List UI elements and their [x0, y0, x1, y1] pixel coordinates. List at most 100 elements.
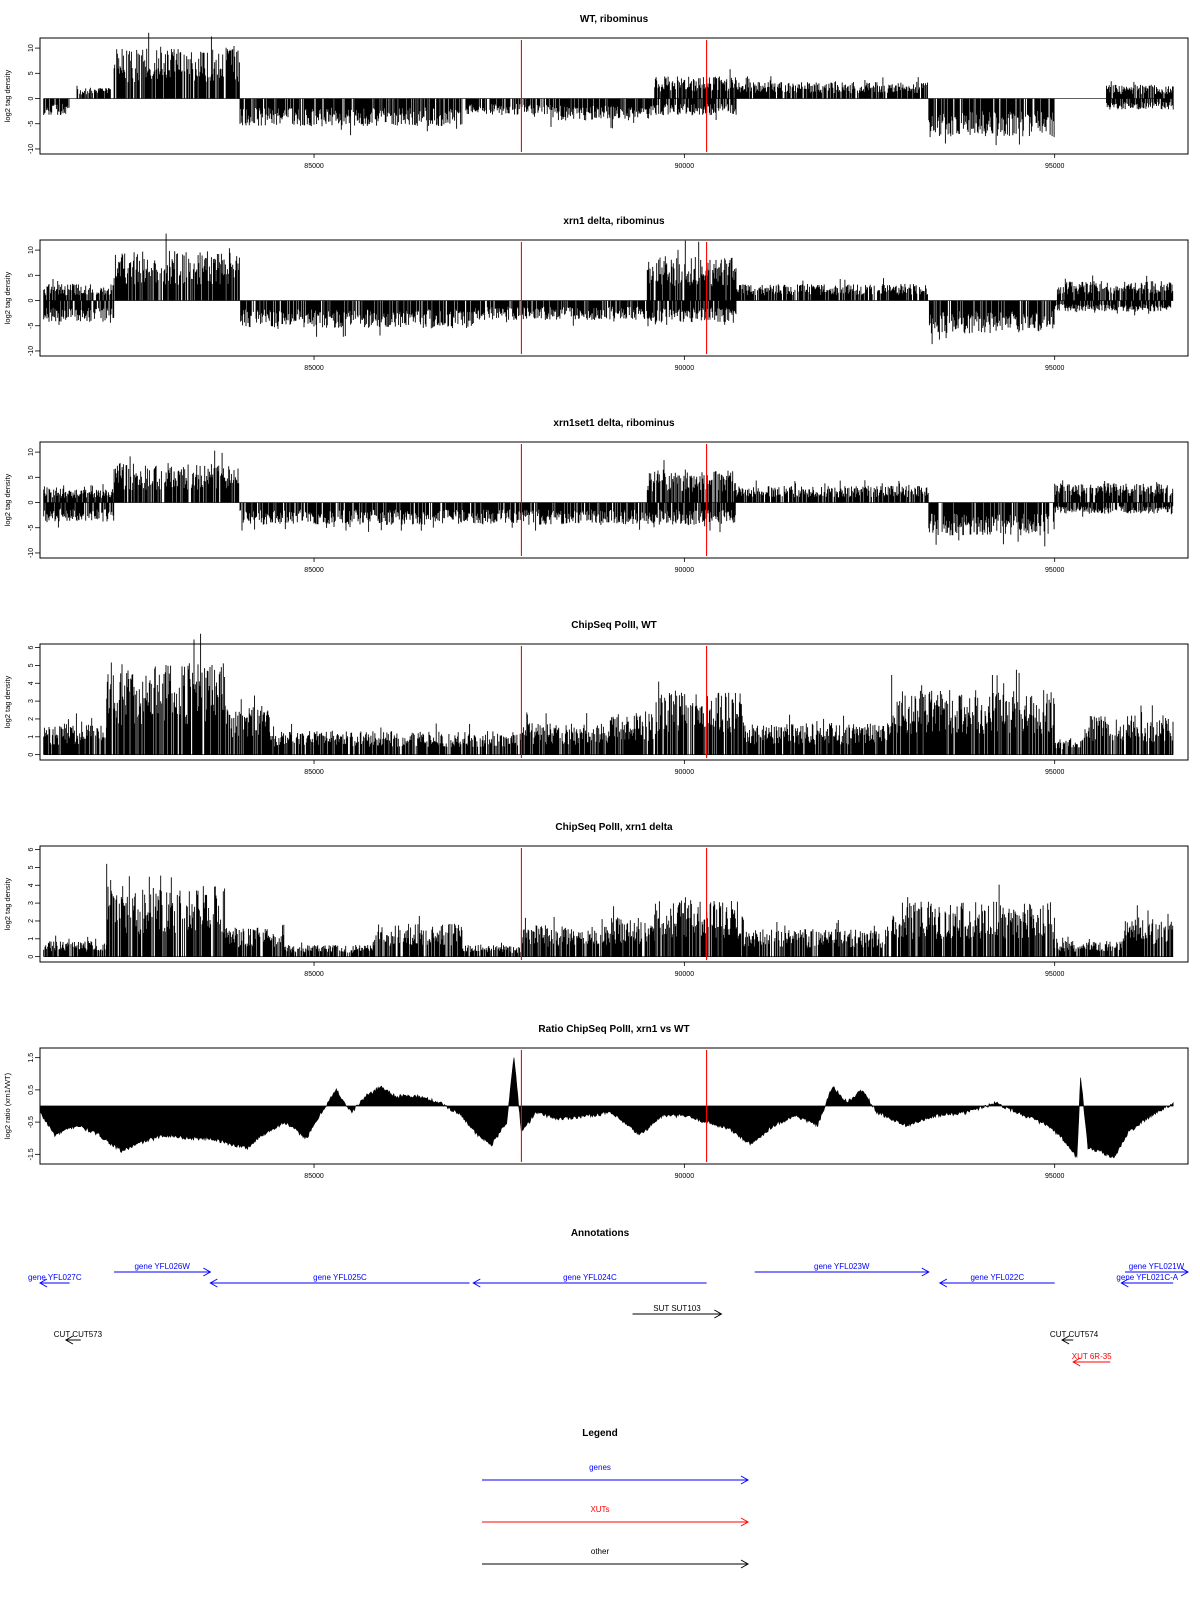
- y-tick-label: 5: [28, 475, 35, 479]
- y-tick-label: 10: [28, 44, 35, 52]
- y-tick-label: 0.5: [28, 1085, 35, 1095]
- x-tick-label: 90000: [675, 365, 695, 372]
- arrow-head: [714, 1309, 723, 1319]
- feature-label: gene YFL027C: [28, 1273, 82, 1282]
- y-tick-label: 6: [28, 848, 35, 852]
- chart-panel-1: WT, ribominus log2 tag density 10 5 0 -5 -10 85…: [3, 14, 1189, 170]
- legend-arrow-head: [740, 1559, 750, 1569]
- legend-panel: Legend genes XUTs other: [482, 1428, 750, 1569]
- signal-bars: [43, 32, 1174, 146]
- x-tick-label: 85000: [304, 567, 324, 574]
- annotations-panel: Annotations gene YFL027C gene YFL026W gene …: [28, 1228, 1190, 1367]
- x-tick-label: 85000: [304, 163, 324, 170]
- feature-label: CUT CUT574: [1050, 1330, 1099, 1339]
- feature-label: gene YFL023W: [814, 1262, 870, 1271]
- arrow-head: [38, 1278, 48, 1288]
- x-tick-label: 95000: [1045, 1173, 1065, 1180]
- feature-label: CUT CUT573: [54, 1330, 103, 1339]
- y-tick-label: 10: [28, 448, 35, 456]
- signal-bars: [43, 233, 1174, 345]
- arrow-head: [938, 1278, 948, 1288]
- y-tick-label: -1.5: [28, 1148, 35, 1160]
- y-tick-label: 10: [28, 246, 35, 254]
- y-tick-label: 1.5: [28, 1053, 35, 1063]
- y-tick-label: 5: [28, 663, 35, 667]
- arrow-head: [64, 1335, 74, 1345]
- chart-panel-4: ChipSeq PolII, WT log2 tag density 0 1 2 3 4 5 6…: [3, 620, 1189, 776]
- y-tick-label: 2: [28, 919, 35, 923]
- y-tick-label: -10: [28, 346, 35, 356]
- legend-label: XUTs: [590, 1505, 609, 1514]
- x-tick-label: 95000: [1045, 163, 1065, 170]
- x-tick-label: 95000: [1045, 769, 1065, 776]
- x-tick-label: 95000: [1045, 567, 1065, 574]
- y-tick-label: -0.5: [28, 1116, 35, 1128]
- arrow-head: [203, 1267, 212, 1277]
- x-tick-label: 95000: [1045, 365, 1065, 372]
- chart-panel-6: Ratio ChipSeq PolII, xrn1 vs WT log2 rati…: [3, 1024, 1189, 1180]
- legend-label: other: [591, 1547, 610, 1556]
- y-tick-label: 0: [28, 955, 35, 959]
- x-tick-label: 90000: [675, 567, 695, 574]
- legend-arrow-head: [740, 1517, 750, 1527]
- signal-bars: [43, 633, 1174, 755]
- plot-frame: [39, 239, 1189, 357]
- y-tick-label: 6: [28, 646, 35, 650]
- y-tick-label: 3: [28, 699, 35, 703]
- feature-label: gene YFL021C-A: [1116, 1273, 1178, 1282]
- arrow-head: [472, 1278, 481, 1288]
- y-axis-label: log2 tag density: [3, 69, 12, 122]
- feature-label: XUT 6R-35: [1072, 1352, 1112, 1361]
- plot-frame: [39, 643, 1189, 761]
- chart-title: WT, ribominus: [580, 14, 649, 25]
- y-axis-label: log2 tag density: [3, 877, 12, 930]
- chart-title: xrn1set1 delta, ribominus: [553, 418, 675, 429]
- feature-label: gene YFL021W: [1129, 1262, 1185, 1271]
- feature-label: gene YFL026W: [134, 1262, 190, 1271]
- y-tick-label: 5: [28, 865, 35, 869]
- arrow-head: [209, 1278, 218, 1288]
- x-tick-label: 95000: [1045, 971, 1065, 978]
- y-tick-label: 5: [28, 273, 35, 277]
- legend-title: Legend: [582, 1428, 618, 1439]
- signal-bars: [43, 863, 1174, 957]
- arrow-head: [1120, 1278, 1129, 1288]
- arrow-head: [1180, 1267, 1190, 1277]
- feature-label: SUT SUT103: [653, 1304, 701, 1313]
- signal-bars: [43, 450, 1174, 547]
- y-tick-label: 0: [28, 298, 35, 302]
- chart-title: Ratio ChipSeq PolII, xrn1 vs WT: [538, 1024, 689, 1035]
- plot-frame: [39, 845, 1189, 963]
- y-tick-label: -5: [28, 323, 35, 329]
- y-tick-label: 5: [28, 71, 35, 75]
- y-tick-label: 3: [28, 901, 35, 905]
- chart-panel-5: ChipSeq PolII, xrn1 delta log2 tag densit…: [3, 822, 1189, 978]
- arrow-head: [1061, 1335, 1070, 1345]
- x-tick-label: 90000: [675, 163, 695, 170]
- x-tick-label: 90000: [675, 971, 695, 978]
- chart-title: ChipSeq PolII, xrn1 delta: [555, 822, 673, 833]
- x-tick-label: 90000: [675, 769, 695, 776]
- feature-label: gene YFL022C: [970, 1273, 1024, 1282]
- y-tick-label: 1: [28, 937, 35, 941]
- x-tick-label: 85000: [304, 365, 324, 372]
- y-tick-label: -5: [28, 525, 35, 531]
- y-axis-label: log2 tag density: [3, 271, 12, 324]
- chart-title: xrn1 delta, ribominus: [563, 216, 665, 227]
- y-axis-label: log2 ratio (xrn1/WT): [3, 1072, 12, 1139]
- chart-title: ChipSeq PolII, WT: [571, 620, 657, 631]
- legend-label: genes: [589, 1463, 611, 1472]
- ratio-area: [39, 1057, 1174, 1159]
- x-tick-label: 85000: [304, 769, 324, 776]
- arrow-head: [921, 1267, 930, 1277]
- arrow-head: [1072, 1357, 1081, 1367]
- y-tick-label: 4: [28, 681, 35, 685]
- y-tick-label: 4: [28, 883, 35, 887]
- y-tick-label: 0: [28, 753, 35, 757]
- x-tick-label: 85000: [304, 1173, 324, 1180]
- y-axis-label: log2 tag density: [3, 473, 12, 526]
- y-tick-label: -10: [28, 144, 35, 154]
- x-tick-label: 85000: [304, 971, 324, 978]
- annotations-title: Annotations: [571, 1228, 630, 1239]
